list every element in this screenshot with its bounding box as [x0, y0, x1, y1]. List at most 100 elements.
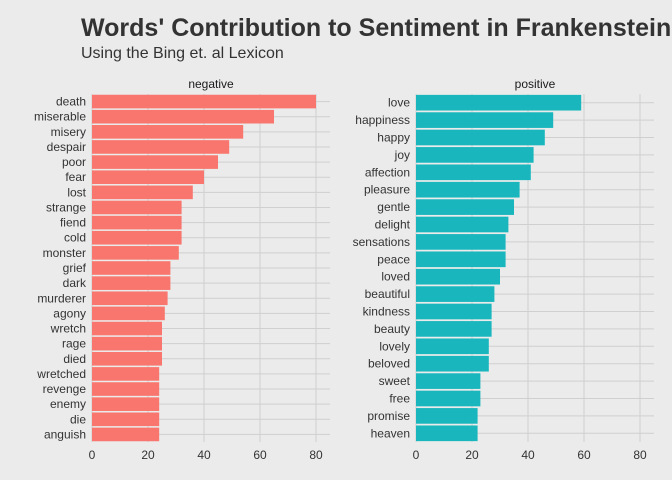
category-label: happiness — [355, 113, 410, 127]
x-tick-label: 40 — [521, 448, 535, 462]
category-label: pleasure — [364, 183, 410, 197]
category-label: cold — [64, 231, 86, 245]
bar-negative-miserable — [92, 109, 274, 124]
bar-positive-sweet — [416, 373, 481, 389]
bar-positive-beautiful — [416, 286, 495, 302]
bar-negative-poor — [92, 155, 218, 169]
bar-negative-despair — [92, 140, 230, 154]
bar-negative-enemy — [92, 397, 160, 411]
category-label: lost — [67, 185, 86, 199]
bar-positive-delight — [416, 216, 509, 233]
bar-negative-die — [92, 412, 160, 427]
category-label: anguish — [44, 427, 86, 441]
bar-negative-grief — [92, 261, 171, 275]
category-label: sensations — [353, 235, 410, 249]
category-label: lovely — [379, 339, 410, 353]
bar-positive-beloved — [416, 355, 489, 372]
category-label: promise — [367, 409, 410, 423]
bar-negative-wretch — [92, 321, 162, 336]
bar-positive-beauty — [416, 321, 492, 337]
category-label: beloved — [368, 357, 410, 371]
bar-positive-love — [416, 94, 582, 111]
category-label: loved — [381, 270, 410, 284]
category-label: rage — [62, 337, 86, 351]
category-label: joy — [394, 148, 410, 162]
bar-negative-dark — [92, 276, 171, 290]
category-label: death — [56, 95, 86, 109]
category-label: died — [63, 352, 86, 366]
category-label: kindness — [363, 305, 410, 319]
category-label: peace — [377, 252, 410, 266]
category-label: fiend — [60, 216, 86, 230]
category-label: agony — [53, 306, 86, 320]
category-label: murderer — [37, 291, 86, 305]
category-label: monster — [43, 246, 86, 260]
bar-positive-lovely — [416, 338, 489, 355]
bar-positive-sensations — [416, 234, 506, 250]
category-label: happy — [377, 131, 410, 145]
category-label: miserable — [34, 110, 86, 124]
bar-negative-agony — [92, 306, 165, 321]
bar-negative-strange — [92, 200, 182, 215]
bar-negative-cold — [92, 230, 182, 245]
category-label: die — [70, 412, 86, 426]
facet-negative: negativedeathmiserablemiserydespairpoorf… — [34, 77, 330, 462]
bar-negative-murderer — [92, 291, 168, 306]
category-label: enemy — [50, 397, 86, 411]
category-label: strange — [46, 200, 86, 214]
category-label: delight — [375, 218, 411, 232]
bar-negative-death — [92, 94, 316, 109]
x-tick-label: 60 — [253, 448, 267, 462]
x-tick-label: 40 — [197, 448, 211, 462]
bar-positive-heaven — [416, 425, 478, 442]
bar-negative-rage — [92, 336, 162, 351]
category-label: wretch — [50, 322, 86, 336]
category-label: free — [389, 392, 410, 406]
category-label: misery — [51, 125, 86, 139]
bar-positive-happiness — [416, 112, 554, 128]
facet-label-positive: positive — [515, 77, 556, 91]
bar-negative-fiend — [92, 215, 182, 230]
category-label: beautiful — [365, 287, 410, 301]
bar-positive-affection — [416, 164, 531, 181]
category-label: grief — [63, 261, 87, 275]
category-label: beauty — [374, 322, 410, 336]
bar-positive-peace — [416, 251, 506, 268]
chart-subtitle: Using the Bing et. al Lexicon — [81, 45, 284, 62]
category-label: heaven — [371, 426, 410, 440]
bar-positive-pleasure — [416, 181, 520, 198]
x-tick-label: 60 — [577, 448, 591, 462]
category-label: dark — [63, 276, 87, 290]
bar-positive-free — [416, 390, 481, 407]
x-tick-label: 0 — [89, 448, 96, 462]
bar-negative-died — [92, 351, 162, 366]
bar-negative-lost — [92, 185, 193, 200]
bar-negative-revenge — [92, 382, 160, 396]
category-label: sweet — [379, 374, 411, 388]
x-tick-label: 20 — [141, 448, 155, 462]
category-label: wretched — [36, 367, 86, 381]
category-label: affection — [365, 165, 410, 179]
category-label: fear — [65, 170, 86, 184]
x-tick-label: 0 — [413, 448, 420, 462]
bar-negative-monster — [92, 246, 179, 260]
chart-title: Words' Contribution to Sentiment in Fran… — [81, 14, 672, 42]
category-label: love — [388, 96, 410, 110]
bar-positive-happy — [416, 129, 545, 146]
bar-negative-fear — [92, 170, 204, 185]
bar-positive-loved — [416, 268, 500, 285]
facet-label-negative: negative — [188, 77, 234, 91]
x-tick-label: 80 — [309, 448, 323, 462]
x-tick-label: 20 — [465, 448, 479, 462]
bar-negative-misery — [92, 125, 244, 139]
bar-positive-promise — [416, 408, 478, 424]
x-tick-label: 80 — [633, 448, 647, 462]
category-label: revenge — [43, 382, 87, 396]
bar-positive-joy — [416, 147, 534, 163]
category-label: gentle — [377, 200, 410, 214]
bar-negative-anguish — [92, 427, 160, 442]
category-label: poor — [62, 155, 86, 169]
bar-negative-wretched — [92, 367, 160, 381]
